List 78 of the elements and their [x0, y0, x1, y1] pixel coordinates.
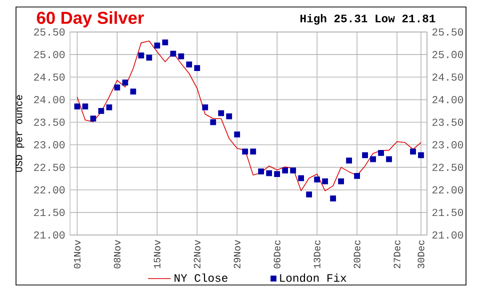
point	[242, 148, 248, 154]
point	[298, 175, 304, 182]
point	[74, 103, 80, 110]
point	[258, 168, 264, 174]
point	[170, 50, 176, 57]
point	[146, 54, 152, 61]
y2-tick-label: 24.50	[432, 73, 464, 81]
point	[194, 65, 200, 72]
legend-label: London Fix	[280, 273, 346, 282]
point	[266, 170, 272, 176]
point	[250, 148, 256, 154]
point	[226, 113, 232, 120]
y-tick-label: 24.00	[34, 96, 65, 104]
point	[322, 178, 328, 184]
point	[210, 119, 216, 126]
point	[410, 148, 416, 154]
x-tick-label: 06Dec	[274, 240, 280, 268]
x-tick-label: 22Nov	[194, 240, 200, 268]
y-axis-title: USD per ounce	[15, 95, 24, 172]
x-tick-label: 01Nov	[74, 240, 81, 268]
point	[154, 42, 160, 48]
y2-tick-label: 22.00	[432, 186, 464, 194]
point	[290, 168, 296, 174]
x-tick-label: 13Dec	[314, 240, 320, 268]
point	[90, 116, 96, 122]
point	[314, 176, 320, 182]
point	[82, 103, 88, 110]
point	[234, 131, 240, 138]
point	[418, 152, 424, 158]
y-tick-label: 23.00	[34, 141, 65, 148]
point	[306, 191, 312, 198]
point	[378, 150, 384, 156]
line-series	[76, 40, 422, 192]
x-tick-label: 15Nov	[154, 240, 160, 268]
point	[98, 108, 104, 114]
x-tick-label: 29Nov	[234, 240, 240, 268]
y-tick-label: 24.50	[34, 73, 65, 81]
point	[114, 84, 120, 90]
point	[122, 80, 128, 86]
y-tick-label: 25.50	[34, 28, 65, 36]
point	[330, 196, 336, 202]
text: High 25.31 Low 21.81	[300, 14, 436, 25]
y-tick-label: 23.50	[34, 118, 65, 126]
point	[178, 53, 184, 60]
x-tick-label: 27Dec	[394, 240, 400, 268]
point	[106, 104, 112, 110]
point	[130, 88, 136, 94]
y2-tick-label: 25.50	[432, 28, 464, 36]
x-tick-label: 08Nov	[114, 240, 120, 268]
point	[362, 152, 368, 158]
y-tick-label: 22.50	[34, 164, 65, 171]
point	[186, 62, 192, 68]
point	[162, 39, 168, 46]
point	[282, 168, 288, 174]
point	[218, 110, 224, 116]
point	[274, 171, 280, 178]
legend-label: NY Close	[174, 273, 228, 282]
point	[138, 52, 144, 58]
point	[370, 156, 376, 162]
y2-tick-label: 21.00	[432, 231, 464, 239]
point	[202, 104, 208, 110]
x-tick-label: 20Dec	[354, 240, 360, 268]
x-tick-label: 30Dec	[418, 240, 424, 268]
y2-tick-label: 25.00	[432, 50, 464, 58]
y-tick-label: 21.50	[34, 208, 65, 216]
y2-tick-label: 23.50	[432, 118, 464, 126]
chart-title: 60 Day Silver	[36, 11, 144, 28]
y2-tick-label: 23.00	[432, 141, 464, 148]
point	[346, 158, 352, 164]
y2-tick-label: 24.00	[432, 96, 464, 104]
point	[386, 156, 392, 162]
point	[354, 172, 360, 179]
y2-tick-label: 21.50	[432, 208, 464, 216]
point	[338, 178, 344, 184]
y2-tick-label: 22.50	[432, 164, 464, 171]
y-tick-label: 22.00	[34, 186, 65, 194]
y-tick-label: 21.00	[34, 231, 65, 239]
y-tick-label: 25.00	[34, 50, 65, 58]
